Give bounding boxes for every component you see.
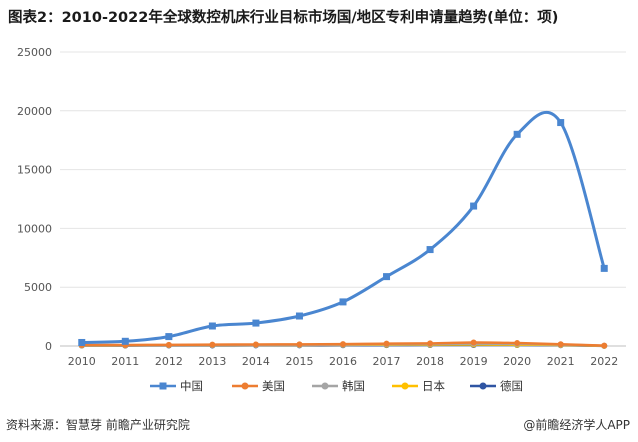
legend-label: 德国 — [500, 379, 523, 393]
x-tick-label: 2019 — [460, 355, 488, 368]
series-lines — [78, 110, 608, 349]
legend-label: 中国 — [180, 379, 203, 393]
legend-marker — [321, 382, 329, 390]
data-point — [340, 341, 346, 348]
x-axis-ticks: 2010 2011 2012 2013 2014 2015 2016 2017 2018 2019… — [68, 355, 618, 368]
x-tick-label: 2015 — [285, 355, 313, 368]
data-point — [426, 246, 434, 254]
brand-watermark: @前瞻经济学人APP — [523, 418, 630, 432]
data-point — [339, 298, 347, 306]
series-line — [81, 110, 606, 344]
data-point — [165, 341, 172, 348]
y-tick-label: 0 — [45, 340, 52, 353]
data-point — [557, 341, 564, 348]
legend: 中国 美国 韩国 日本 德国 — [150, 379, 523, 393]
legend-label: 韩国 — [342, 379, 365, 393]
x-tick-label: 2021 — [547, 355, 575, 368]
data-point — [600, 264, 608, 272]
data-point — [513, 130, 521, 138]
data-point — [383, 273, 391, 281]
x-tick-label: 2017 — [373, 355, 401, 368]
legend-label: 美国 — [262, 379, 285, 393]
x-tick-label: 2014 — [242, 355, 270, 368]
x-tick-label: 2013 — [198, 355, 226, 368]
data-point — [121, 337, 129, 345]
data-point — [208, 322, 216, 330]
data-point — [295, 312, 303, 320]
x-tick-label: 2016 — [329, 355, 357, 368]
data-point — [209, 341, 216, 348]
data-point — [470, 202, 478, 210]
data-point — [78, 338, 86, 346]
y-tick-label: 25000 — [17, 46, 52, 59]
data-point — [252, 341, 259, 348]
data-point — [252, 319, 260, 327]
data-point — [470, 339, 477, 346]
x-tick-label: 2020 — [503, 355, 531, 368]
data-point — [165, 333, 173, 341]
data-point — [427, 340, 434, 347]
legend-marker — [401, 382, 409, 390]
x-tick-label: 2010 — [68, 355, 96, 368]
y-axis-ticks: 0 5000 10000 15000 20000 25000 — [17, 46, 52, 353]
legend-marker — [479, 382, 487, 390]
y-tick-label: 5000 — [24, 281, 52, 294]
y-tick-label: 20000 — [17, 105, 52, 118]
source-note: 资料来源：智慧芽 前瞻产业研究院 — [6, 418, 190, 432]
data-point — [383, 340, 390, 347]
data-point — [296, 341, 303, 348]
y-tick-label: 15000 — [17, 164, 52, 177]
x-tick-label: 2012 — [155, 355, 183, 368]
legend-marker — [241, 382, 249, 390]
legend-marker — [159, 382, 167, 390]
x-tick-label: 2018 — [416, 355, 444, 368]
legend-label: 日本 — [422, 379, 445, 393]
data-point — [514, 340, 521, 347]
data-point — [601, 342, 608, 349]
data-point — [557, 119, 565, 127]
x-tick-label: 2022 — [590, 355, 618, 368]
x-tick-label: 2011 — [111, 355, 139, 368]
y-tick-label: 10000 — [17, 222, 52, 235]
chart-title: 图表2：2010-2022年全球数控机床行业目标市场国/地区专利申请量趋势(单位… — [8, 10, 559, 26]
